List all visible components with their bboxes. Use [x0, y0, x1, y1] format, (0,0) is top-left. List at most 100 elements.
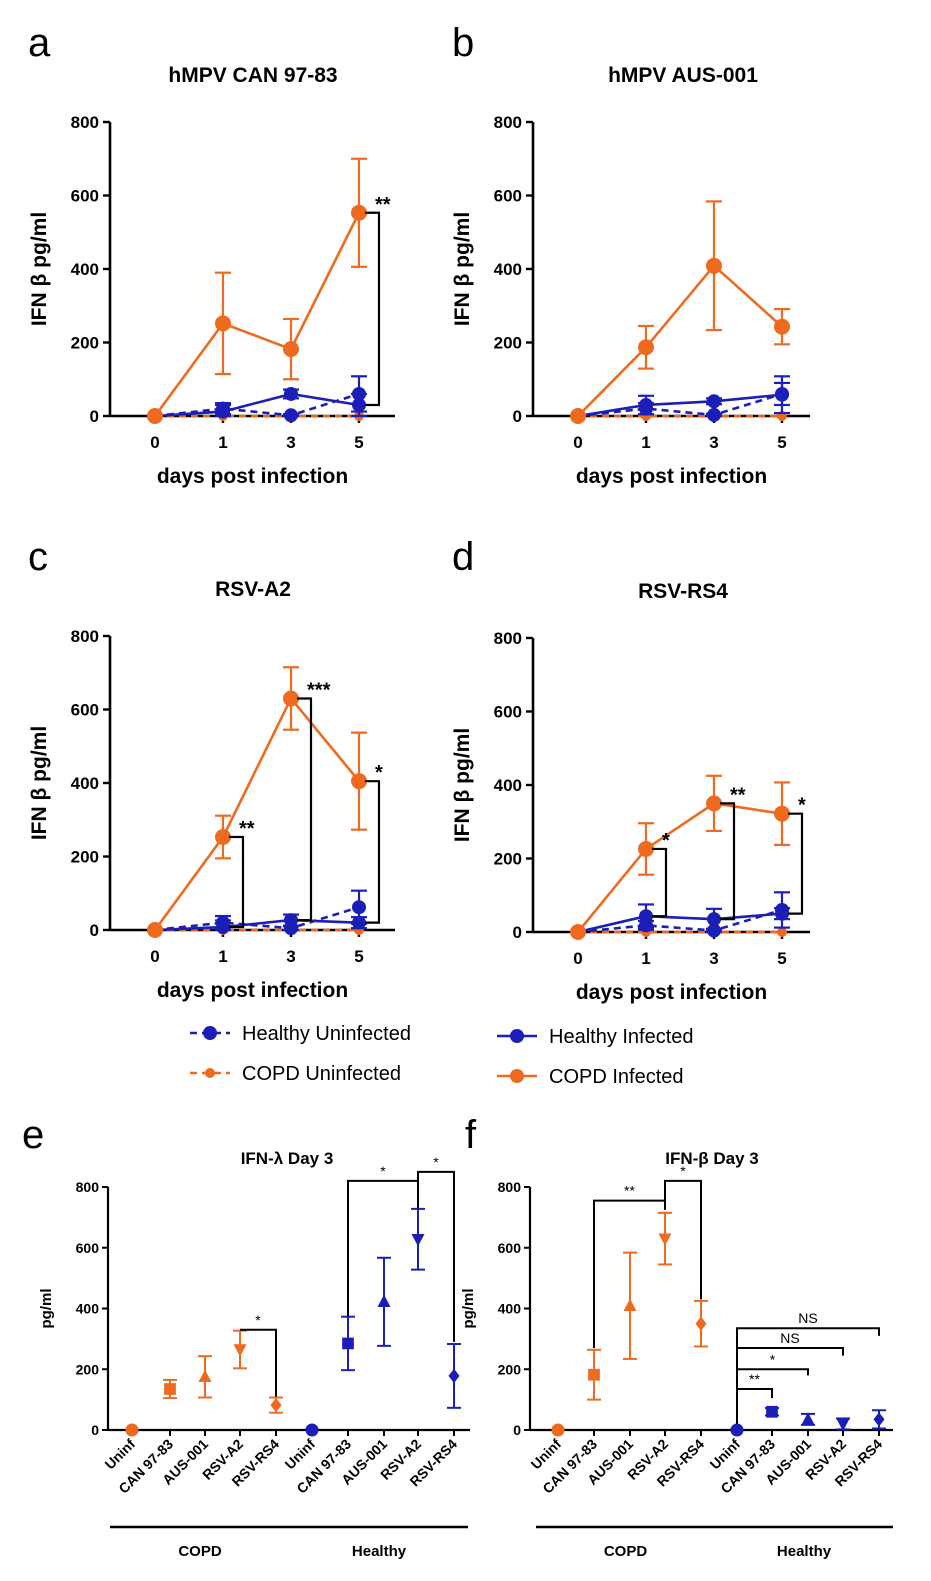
- data-point: [873, 1412, 885, 1427]
- x-tick-label: 5: [354, 433, 363, 452]
- chart-title: hMPV AUS-001: [608, 64, 758, 87]
- chart-title: RSV-A2: [215, 578, 291, 601]
- series-line: [577, 263, 783, 417]
- legend-item: Healthy Infected: [497, 1026, 694, 1048]
- y-tick-label: 0: [513, 1422, 521, 1438]
- data-point-group: [551, 1423, 565, 1437]
- data-point: [164, 1383, 176, 1395]
- significance-label: **: [239, 818, 255, 840]
- group-label: COPD: [604, 1543, 648, 1560]
- x-axis-label: days post infection: [576, 981, 767, 1004]
- panel-label: d: [452, 535, 474, 579]
- y-tick-label: 800: [494, 113, 522, 132]
- significance-label: *: [375, 762, 383, 784]
- data-point-group: [198, 1355, 212, 1399]
- data-point: [125, 1423, 139, 1437]
- data-point: [284, 386, 298, 401]
- y-tick-label: 400: [71, 260, 99, 279]
- data-point: [639, 397, 653, 412]
- significance-label: ***: [307, 679, 331, 701]
- data-point: [215, 315, 231, 332]
- data-point: [766, 1405, 778, 1418]
- x-tick-label: 5: [777, 949, 786, 968]
- significance-label: *: [770, 1351, 776, 1367]
- x-tick-label: 3: [709, 949, 718, 968]
- y-tick-label: 800: [498, 1179, 522, 1195]
- data-point-group: [233, 1329, 247, 1370]
- series-line: [577, 908, 783, 934]
- group-label: COPD: [178, 1543, 222, 1560]
- series-line: [154, 392, 360, 418]
- series-healthy-infected: [148, 386, 367, 423]
- x-tick-label: 5: [777, 433, 786, 452]
- x-tick-label: 1: [218, 433, 227, 452]
- y-tick-label: 800: [71, 113, 99, 132]
- data-point: [351, 204, 367, 221]
- legend-marker: [510, 1069, 524, 1083]
- data-point: [233, 1344, 247, 1357]
- data-point: [707, 912, 721, 927]
- significance-label: **: [375, 194, 391, 216]
- significance-bracket: [365, 780, 381, 924]
- x-axis-label: days post infection: [157, 979, 348, 1002]
- data-point-group: [341, 1315, 355, 1372]
- data-point-group: [447, 1343, 461, 1409]
- data-point: [638, 339, 654, 356]
- data-point: [198, 1369, 212, 1383]
- series-line: [154, 905, 360, 932]
- data-point: [305, 1423, 319, 1437]
- data-point: [147, 922, 163, 938]
- data-point: [352, 397, 366, 412]
- data-point: [775, 387, 789, 402]
- significance-bracket: [788, 812, 804, 915]
- y-tick-label: 0: [91, 1422, 99, 1438]
- chart-title: IFN-λ Day 3: [241, 1149, 334, 1168]
- y-axis-label: pg/ml: [38, 1289, 55, 1329]
- x-tick-label: 0: [573, 949, 582, 968]
- data-point: [283, 341, 299, 358]
- legend-label: Healthy Uninfected: [242, 1023, 411, 1045]
- y-tick-label: 800: [76, 1179, 100, 1195]
- data-point-group: [377, 1256, 391, 1347]
- x-axis-label: days post infection: [157, 465, 348, 488]
- series-line: [153, 696, 361, 931]
- series-healthy-infected: [571, 903, 790, 939]
- data-point-group: [163, 1378, 177, 1400]
- legend-item: Healthy Uninfected: [190, 1023, 411, 1045]
- y-axis-label: IFN β pg/ml: [28, 212, 51, 326]
- significance-bracket: [297, 697, 313, 922]
- data-point: [706, 257, 722, 274]
- panel-label: b: [452, 21, 474, 65]
- data-point-group: [694, 1299, 708, 1348]
- series-line: [577, 912, 783, 934]
- data-point: [774, 318, 790, 335]
- chart-title: IFN-β Day 3: [665, 1149, 759, 1168]
- data-point-group: [125, 1423, 139, 1437]
- series-line: [576, 802, 783, 933]
- significance-label: *: [662, 830, 670, 852]
- y-tick-label: 600: [76, 1240, 100, 1256]
- significance-bracket: [664, 1179, 702, 1300]
- x-tick-label: 1: [641, 433, 650, 452]
- significance-bracket: [736, 1387, 773, 1424]
- data-point: [695, 1316, 707, 1331]
- significance-bracket: [720, 802, 736, 921]
- legend-label: COPD Uninfected: [242, 1063, 401, 1085]
- data-point-group: [623, 1251, 637, 1360]
- data-point: [801, 1412, 815, 1425]
- legend-item: COPD Uninfected: [190, 1063, 401, 1085]
- significance-label: *: [433, 1154, 439, 1170]
- y-tick-label: 600: [494, 187, 522, 206]
- x-tick-label: 5: [354, 947, 363, 966]
- y-tick-label: 400: [76, 1301, 100, 1317]
- data-point-group: [836, 1417, 850, 1432]
- x-tick-label: 1: [641, 949, 650, 968]
- series-line: [577, 392, 783, 418]
- panel-label: a: [28, 21, 51, 65]
- significance-label: **: [730, 784, 746, 806]
- legend-label: COPD Infected: [549, 1066, 684, 1088]
- series-line: [153, 212, 361, 417]
- panel-label: f: [465, 1113, 477, 1157]
- series-copd-infected: [570, 774, 790, 940]
